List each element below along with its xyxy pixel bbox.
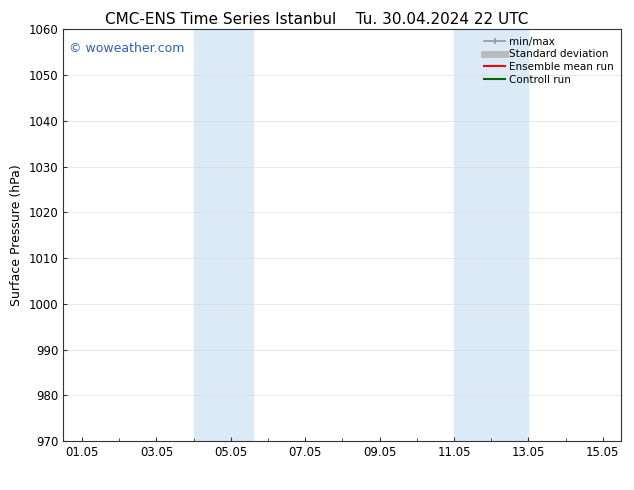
Y-axis label: Surface Pressure (hPa): Surface Pressure (hPa) <box>10 164 23 306</box>
Text: © woweather.com: © woweather.com <box>69 42 184 55</box>
Bar <box>454 29 528 441</box>
Legend: min/max, Standard deviation, Ensemble mean run, Controll run: min/max, Standard deviation, Ensemble me… <box>482 35 616 87</box>
Bar <box>193 29 253 441</box>
Text: CMC-ENS Time Series Istanbul    Tu. 30.04.2024 22 UTC: CMC-ENS Time Series Istanbul Tu. 30.04.2… <box>105 12 529 27</box>
